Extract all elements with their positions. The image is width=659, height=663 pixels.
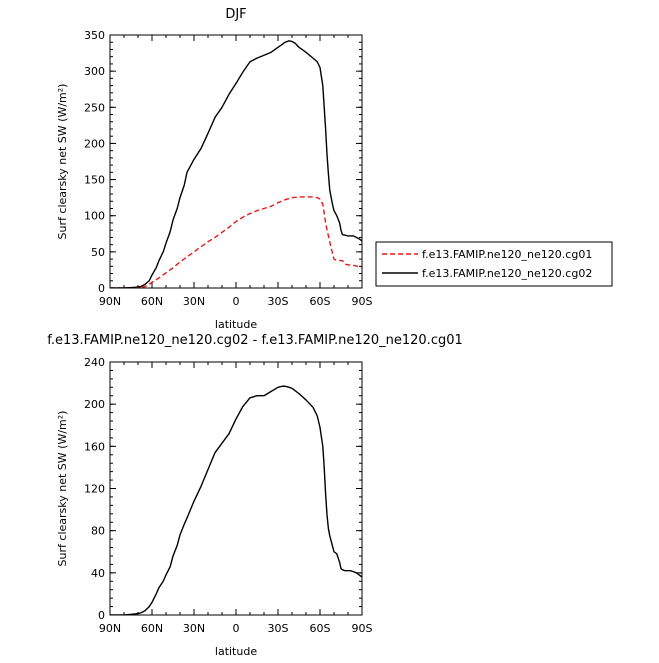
x-tick-label: 90N — [99, 295, 121, 308]
series-line-0 — [110, 196, 362, 288]
x-tick-label: 30S — [268, 622, 289, 635]
y-tick-label: 250 — [84, 101, 105, 114]
x-tick-label: 60S — [310, 622, 331, 635]
y-tick-label: 200 — [84, 398, 105, 411]
x-axis-label: latitude — [215, 318, 257, 331]
y-tick-label: 300 — [84, 65, 105, 78]
legend-label: f.e13.FAMIP.ne120_ne120.cg01 — [422, 248, 592, 261]
y-tick-label: 80 — [91, 525, 105, 538]
y-tick-label: 40 — [91, 567, 105, 580]
y-tick-label: 50 — [91, 246, 105, 259]
x-tick-label: 60N — [141, 622, 163, 635]
y-tick-label: 120 — [84, 483, 105, 496]
y-tick-label: 160 — [84, 440, 105, 453]
y-axis-label: Surf clearsky net SW (W/m²) — [56, 84, 69, 240]
series-line-1 — [110, 40, 362, 288]
plot-frame — [109, 34, 363, 289]
x-tick-label: 0 — [233, 622, 240, 635]
x-axis-label: latitude — [215, 645, 257, 658]
top-panel-title: DJF — [225, 7, 246, 22]
x-tick-label: 90N — [99, 622, 121, 635]
legend: f.e13.FAMIP.ne120_ne120.cg01 f.e13.FAMIP.… — [375, 241, 613, 287]
x-tick-label: 30N — [183, 295, 205, 308]
y-tick-label: 100 — [84, 210, 105, 223]
bottom-panel-title: f.e13.FAMIP.ne120_ne120.cg02 - f.e13.FAM… — [47, 333, 463, 348]
top-panel-plot: 90N 60N 30N 0 30S 60S 90S 0 50 100 150 200 250 300 350… — [56, 29, 373, 331]
y-axis-label: Surf clearsky net SW (W/m²) — [56, 411, 69, 567]
y-tick-label: 150 — [84, 174, 105, 187]
x-tick-label: 0 — [233, 295, 240, 308]
plot-frame — [109, 361, 363, 616]
series-line-0 — [110, 385, 362, 615]
y-tick-label: 240 — [84, 356, 105, 369]
x-tick-label: 90S — [352, 622, 373, 635]
legend-label: f.e13.FAMIP.ne120_ne120.cg02 — [422, 267, 592, 280]
x-tick-label: 30S — [268, 295, 289, 308]
legend-box — [375, 241, 613, 287]
y-tick-label: 350 — [84, 29, 105, 42]
x-tick-label: 30N — [183, 622, 205, 635]
x-tick-label: 60N — [141, 295, 163, 308]
y-tick-label: 0 — [98, 609, 105, 622]
x-tick-label: 90S — [352, 295, 373, 308]
x-tick-label: 60S — [310, 295, 331, 308]
y-tick-label: 0 — [98, 282, 105, 295]
y-tick-label: 200 — [84, 137, 105, 150]
bottom-panel-plot: 90N 60N 30N 0 30S 60S 90S 0 40 80 120 160 200 240 lati… — [56, 356, 373, 658]
